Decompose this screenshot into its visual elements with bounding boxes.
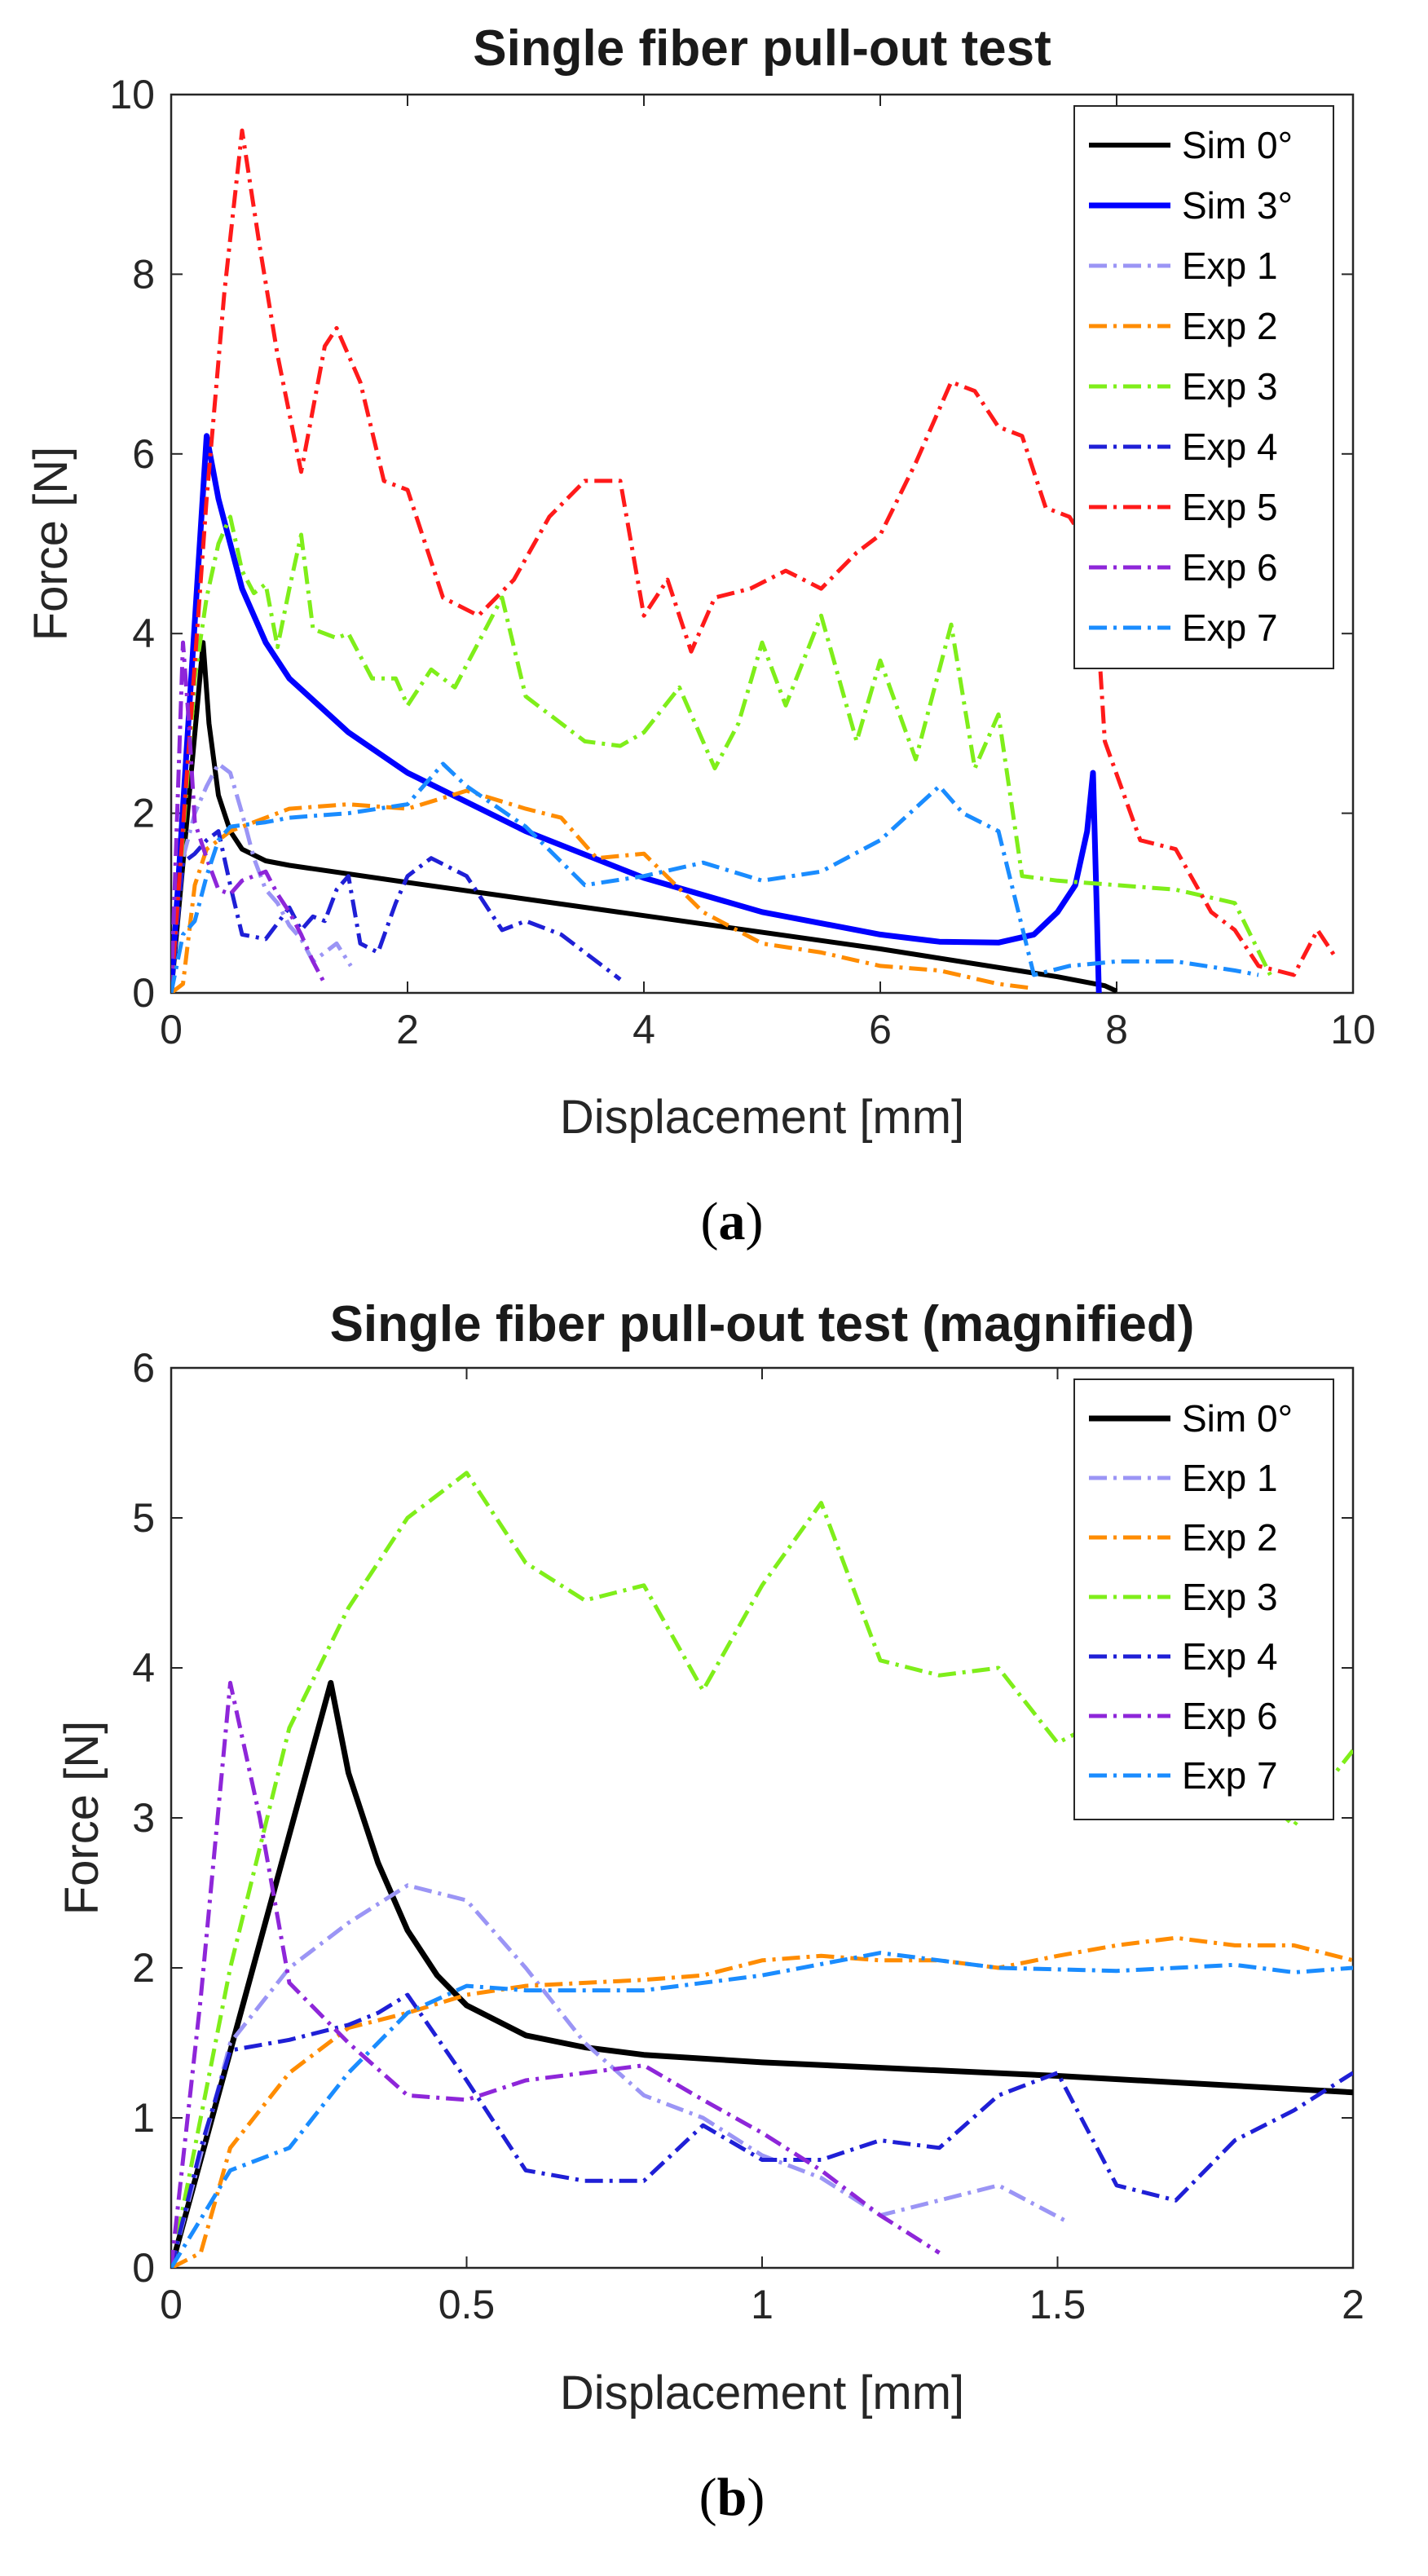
x-axis-label: Displacement [mm] — [560, 1091, 964, 1144]
y-tick-label: 4 — [132, 611, 155, 656]
x-tick-label: 4 — [632, 1007, 655, 1052]
legend-label-exp-7: Exp 7 — [1182, 607, 1278, 649]
y-tick-label: 2 — [132, 1945, 155, 1991]
y-tick-label: 0 — [132, 2245, 155, 2291]
x-tick-label: 1.5 — [1029, 2282, 1086, 2327]
legend-label-exp-4: Exp 4 — [1182, 1635, 1278, 1678]
series-line-exp-7 — [171, 761, 1259, 993]
legend-label-exp-2: Exp 2 — [1182, 1516, 1278, 1559]
x-tick-label: 2 — [1342, 2282, 1364, 2327]
legend-label-exp-6: Exp 6 — [1182, 1695, 1278, 1737]
x-tick-label: 6 — [869, 1007, 892, 1052]
y-axis-label: Force [N] — [55, 1721, 108, 1916]
legend-label-exp-1: Exp 1 — [1182, 1457, 1278, 1499]
series-line-sim-3-deg — [171, 433, 1102, 993]
legend-box — [1073, 105, 1334, 669]
legend-label-exp-1: Exp 1 — [1182, 245, 1278, 287]
series-line-exp-4 — [171, 1992, 1353, 2268]
x-tick-label: 2 — [396, 1007, 419, 1052]
series-line-exp-4 — [171, 829, 622, 993]
x-ticks: 0 2 4 6 8 10 — [160, 95, 1376, 1052]
x-tick-label: 0 — [160, 1007, 183, 1052]
x-tick-label: 10 — [1330, 1007, 1376, 1052]
x-axis-label: Displacement [mm] — [560, 2366, 964, 2419]
legend: Sim 0° Sim 3° Exp 1 Exp 2 Exp 3 Exp 4 Exp 5 Exp… — [1073, 105, 1334, 669]
legend-label-sim-0-deg: Sim 0° — [1182, 1397, 1293, 1440]
caption-letter: a — [719, 1192, 746, 1251]
y-tick-label: 10 — [109, 72, 155, 117]
y-ticks: 0 2 4 6 8 10 — [109, 72, 1353, 1016]
legend-label-exp-5: Exp 5 — [1182, 486, 1278, 528]
series-layer — [171, 128, 1338, 993]
chart-panel-b: Single fiber pull-out test (magnified) 0… — [55, 1296, 1364, 2527]
series-line-exp-5 — [171, 128, 1338, 993]
legend: Sim 0° Exp 1 Exp 2 Exp 3 Exp 4 Exp 6 Exp 7 — [1073, 1378, 1334, 1820]
y-tick-label: 1 — [132, 2095, 155, 2141]
series-line-sim-0-deg — [171, 1679, 1353, 2268]
series-line-exp-3 — [171, 514, 1272, 993]
series-line-sim-0-deg — [171, 640, 1118, 993]
y-tick-label: 4 — [132, 1645, 155, 1691]
caption-a: (a) — [701, 1192, 764, 1251]
series-line-exp-6 — [171, 1680, 941, 2268]
series-line-exp-7 — [171, 1951, 1353, 2268]
x-ticks: 0 0.5 1 1.5 2 — [160, 1368, 1364, 2327]
legend-label-exp-6: Exp 6 — [1182, 546, 1278, 589]
y-ticks: 0 1 2 3 4 5 6 — [132, 1345, 1353, 2291]
legend-label-sim-3-deg: Sim 3° — [1182, 184, 1293, 227]
y-tick-label: 2 — [132, 791, 155, 836]
y-tick-label: 0 — [132, 970, 155, 1016]
chart-title: Single fiber pull-out test — [473, 20, 1051, 77]
x-tick-label: 1 — [751, 2282, 774, 2327]
series-line-exp-2 — [171, 1935, 1353, 2268]
y-tick-label: 8 — [132, 251, 155, 297]
legend-label-exp-7: Exp 7 — [1182, 1754, 1278, 1797]
caption-b: (b) — [699, 2468, 765, 2527]
y-tick-label: 6 — [132, 1345, 155, 1391]
x-tick-label: 8 — [1105, 1007, 1128, 1052]
legend-label-exp-2: Exp 2 — [1182, 305, 1278, 347]
y-tick-label: 3 — [132, 1795, 155, 1841]
y-tick-label: 6 — [132, 431, 155, 477]
caption-letter: b — [717, 2468, 747, 2527]
x-tick-label: 0 — [160, 2282, 183, 2327]
x-tick-label: 0.5 — [439, 2282, 496, 2327]
legend-label-exp-3: Exp 3 — [1182, 1576, 1278, 1618]
chart-title: Single fiber pull-out test (magnified) — [330, 1296, 1195, 1352]
y-axis-label: Force [N] — [24, 447, 77, 642]
legend-label-exp-3: Exp 3 — [1182, 365, 1278, 408]
legend-label-exp-4: Exp 4 — [1182, 426, 1278, 468]
y-tick-label: 5 — [132, 1495, 155, 1541]
series-line-exp-6 — [171, 640, 327, 993]
chart-panel-a: Single fiber pull-out test 0 2 4 6 8 10 0 2 4 6 8… — [24, 20, 1376, 1251]
legend-label-sim-0-deg: Sim 0° — [1182, 124, 1293, 166]
legend-box — [1073, 1378, 1334, 1820]
series-line-exp-2 — [171, 788, 1034, 993]
